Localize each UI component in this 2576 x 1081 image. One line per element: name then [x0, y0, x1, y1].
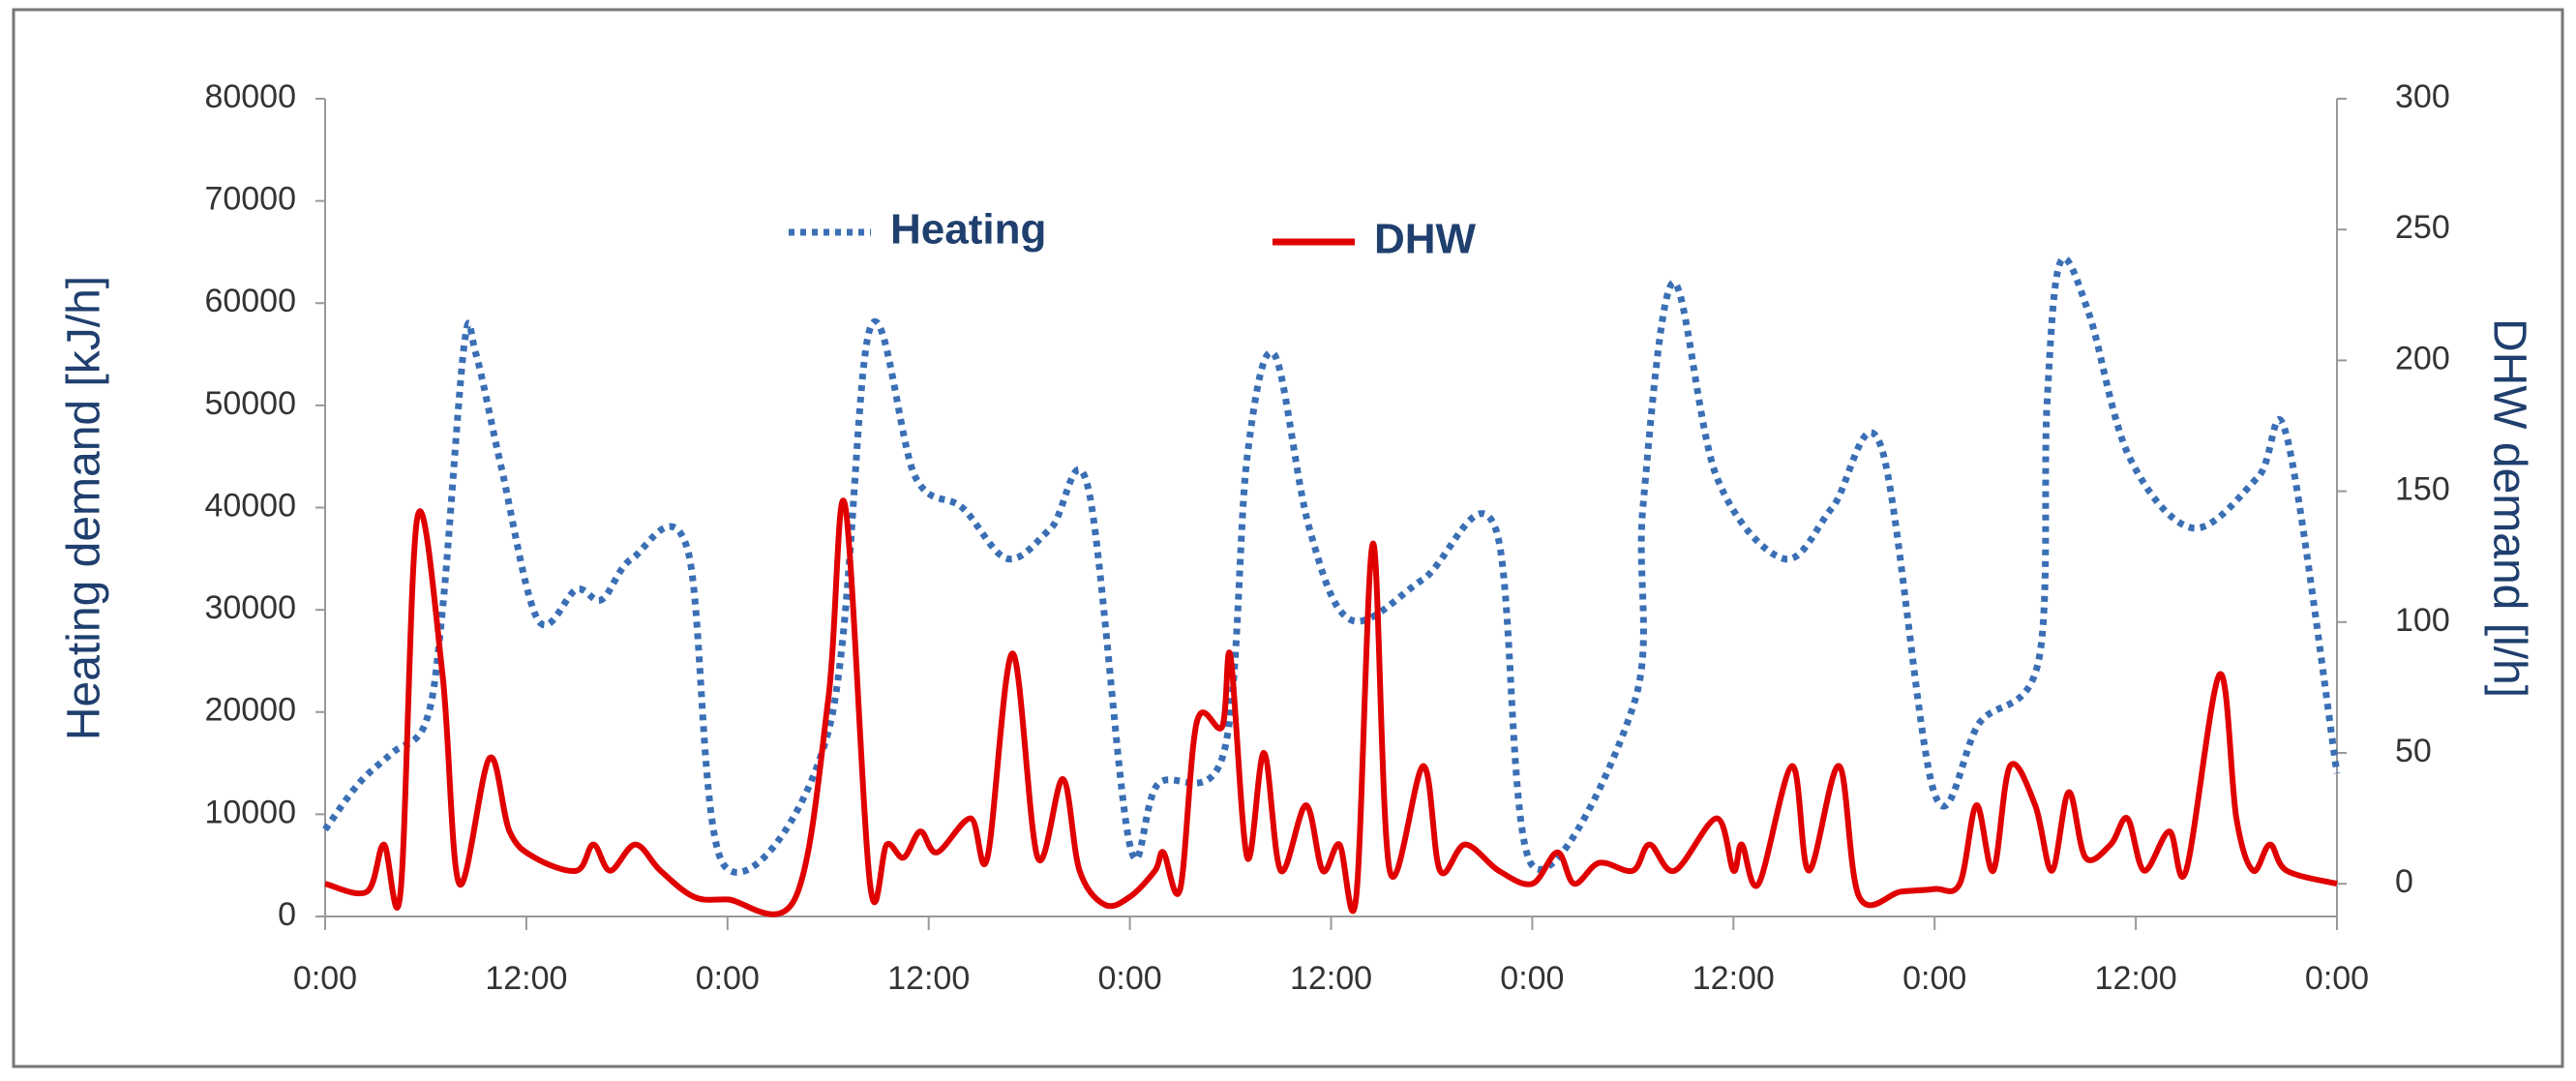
y2-tick-label: 250 [2395, 209, 2450, 246]
y2-tick-label: 50 [2395, 733, 2432, 769]
line-dhw [324, 497, 2338, 917]
y-tick-label: 10000 [204, 794, 296, 830]
y2-tick-label: 0 [2395, 863, 2413, 900]
x-tick-label: 0:00 [1500, 960, 1564, 997]
y-axis-title: Heating demand [kJ/h] [59, 276, 110, 740]
y-tick-label: 60000 [204, 283, 296, 319]
y-tick-label: 20000 [204, 692, 296, 729]
x-tick-label: 12:00 [887, 960, 970, 997]
x-tick-label: 0:00 [1098, 960, 1162, 997]
x-tick-label: 12:00 [1290, 960, 1372, 997]
legend-label: DHW [1374, 216, 1477, 263]
x-tick-label: 0:00 [1902, 960, 1966, 997]
y-tick-label: 0 [278, 896, 296, 933]
x-tick-label: 0:00 [696, 960, 760, 997]
y-tick-label: 70000 [204, 181, 296, 218]
y2-tick-label: 100 [2395, 602, 2450, 639]
y-tick-label: 50000 [204, 385, 296, 422]
y2-tick-label: 150 [2395, 471, 2450, 508]
y-tick-label: 80000 [204, 78, 296, 115]
x-tick-label: 12:00 [1692, 960, 1775, 997]
x-tick-label: 0:00 [2305, 960, 2369, 997]
y2-axis-title: DHW demand [l/h] [2483, 318, 2534, 698]
line-heating [322, 255, 2341, 876]
y2-tick-label: 300 [2395, 78, 2450, 115]
x-tick-label: 12:00 [485, 960, 567, 997]
y-tick-label: 40000 [204, 487, 296, 524]
x-tick-label: 12:00 [2095, 960, 2177, 997]
frame [12, 8, 2564, 1068]
x-tick-label: 0:00 [293, 960, 357, 997]
y-tick-label: 30000 [204, 589, 296, 626]
y2-tick-label: 200 [2395, 340, 2450, 376]
legend-label: Heating [890, 206, 1046, 254]
